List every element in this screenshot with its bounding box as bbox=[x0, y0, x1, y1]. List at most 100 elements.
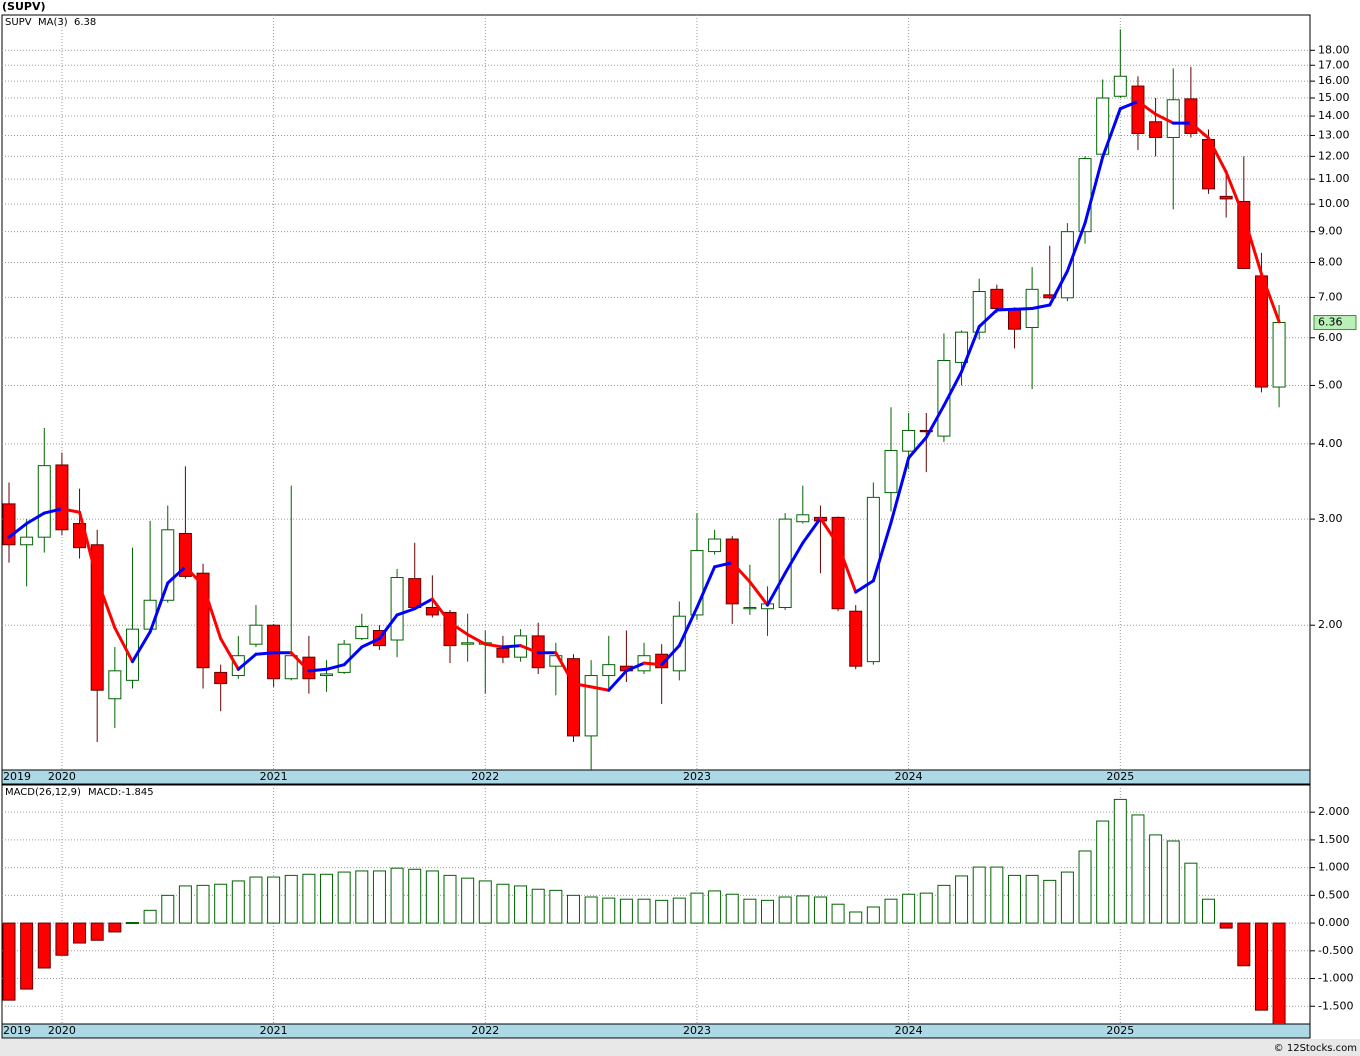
x-tick-label: 2023 bbox=[683, 770, 711, 783]
ma-line bbox=[95, 578, 117, 630]
ma-line bbox=[1012, 306, 1034, 311]
candle-body bbox=[37, 465, 51, 538]
x-tick-label: 2021 bbox=[260, 1024, 288, 1037]
ma-line bbox=[1136, 100, 1158, 116]
ma-line bbox=[713, 561, 734, 569]
x-tick-label: 2019 bbox=[3, 770, 31, 783]
y-tick-label: 16.00 bbox=[1318, 74, 1350, 87]
y-tick-label: 0.500 bbox=[1318, 888, 1350, 901]
ma-line bbox=[642, 661, 664, 667]
ma-line bbox=[1154, 112, 1175, 125]
macd-bar bbox=[1184, 862, 1198, 924]
macd-bar bbox=[990, 866, 1004, 924]
x-tick-label: 2022 bbox=[471, 770, 499, 783]
macd-bar bbox=[90, 922, 104, 941]
ma-line bbox=[219, 637, 240, 671]
macd-bar bbox=[1254, 922, 1268, 1011]
x-tick-label: 2021 bbox=[260, 770, 288, 783]
ma-line bbox=[166, 565, 187, 585]
macd-bar bbox=[1113, 798, 1127, 924]
candle-body bbox=[108, 670, 122, 700]
ma-line bbox=[571, 682, 593, 689]
macd-bar bbox=[1237, 922, 1251, 967]
macd-bar bbox=[866, 906, 880, 924]
y-tick-label: 5.00 bbox=[1318, 378, 1343, 391]
ma-line bbox=[7, 522, 29, 539]
ma-line bbox=[360, 637, 381, 649]
macd-bar bbox=[725, 893, 739, 924]
macd-bar bbox=[496, 883, 510, 924]
ma-line bbox=[607, 669, 628, 692]
ma-line bbox=[1083, 155, 1105, 225]
macd-bar bbox=[214, 883, 228, 924]
macd-bar bbox=[372, 870, 386, 924]
candle-body bbox=[955, 331, 969, 363]
ma-line bbox=[60, 507, 82, 514]
ma-line bbox=[25, 511, 46, 526]
macd-bar bbox=[178, 885, 192, 924]
macd-bar bbox=[1025, 874, 1039, 924]
y-tick-label: 17.00 bbox=[1318, 58, 1350, 71]
macd-bar bbox=[955, 875, 969, 924]
candle-body bbox=[55, 464, 69, 531]
date-strip bbox=[1, 769, 1311, 785]
ma-line bbox=[201, 583, 223, 641]
macd-bar bbox=[849, 911, 863, 924]
ma-line bbox=[871, 521, 893, 583]
ma-line bbox=[254, 651, 276, 656]
ma-line bbox=[1259, 272, 1281, 324]
candle-body bbox=[408, 578, 422, 609]
ma-line bbox=[483, 642, 505, 649]
ma-line bbox=[466, 633, 487, 646]
candle-body bbox=[125, 628, 139, 681]
ma-line bbox=[519, 644, 540, 655]
macd-bar bbox=[655, 899, 669, 924]
ma-line bbox=[42, 507, 64, 515]
macd-bar bbox=[125, 922, 139, 925]
macd-title: MACD(26,12,9) bbox=[5, 787, 81, 798]
macd-bar bbox=[972, 866, 986, 924]
ma-line bbox=[1065, 221, 1087, 273]
macd-bar bbox=[390, 867, 404, 924]
macd-bar bbox=[408, 868, 422, 924]
ma-line bbox=[342, 645, 364, 667]
candle-body bbox=[849, 610, 863, 667]
ma-line bbox=[1118, 100, 1140, 111]
macd-bar bbox=[1096, 820, 1110, 924]
candle-body bbox=[302, 656, 316, 680]
ma-line bbox=[1189, 121, 1211, 140]
candle-body bbox=[1060, 231, 1074, 299]
price-panel bbox=[1, 14, 1311, 771]
footer-bar bbox=[0, 1039, 1360, 1056]
candle-body bbox=[1131, 85, 1145, 134]
y-tick-label: -0.500 bbox=[1318, 944, 1353, 957]
candle-body bbox=[390, 577, 404, 641]
macd-bar bbox=[108, 922, 122, 933]
ma-line bbox=[1224, 170, 1246, 218]
candle-body bbox=[584, 675, 598, 737]
macd-plot bbox=[2, 785, 1310, 1024]
macd-bar bbox=[813, 896, 827, 924]
ma-line bbox=[1048, 269, 1069, 307]
chart-title: (SUPV) bbox=[2, 0, 45, 13]
macd-bar bbox=[637, 898, 651, 924]
y-tick-label: 8.00 bbox=[1318, 255, 1343, 268]
macd-bar bbox=[1219, 922, 1233, 929]
macd-bar bbox=[584, 896, 598, 924]
candle-body bbox=[831, 516, 845, 610]
y-tick-label: 9.00 bbox=[1318, 225, 1343, 238]
ma-line bbox=[977, 308, 999, 329]
macd-bar bbox=[919, 892, 933, 924]
ma-line bbox=[818, 516, 840, 547]
copyright: © 12Stocks.com bbox=[1274, 1043, 1357, 1054]
macd-bar bbox=[690, 892, 704, 924]
x-tick-label: 2024 bbox=[895, 1024, 923, 1037]
macd-bar bbox=[884, 898, 898, 924]
candle-body bbox=[1113, 75, 1127, 97]
y-tick-label: 1.000 bbox=[1318, 861, 1350, 874]
ma-line bbox=[924, 404, 946, 439]
y-tick-label: 12.00 bbox=[1318, 149, 1350, 162]
candle-body bbox=[990, 288, 1004, 309]
